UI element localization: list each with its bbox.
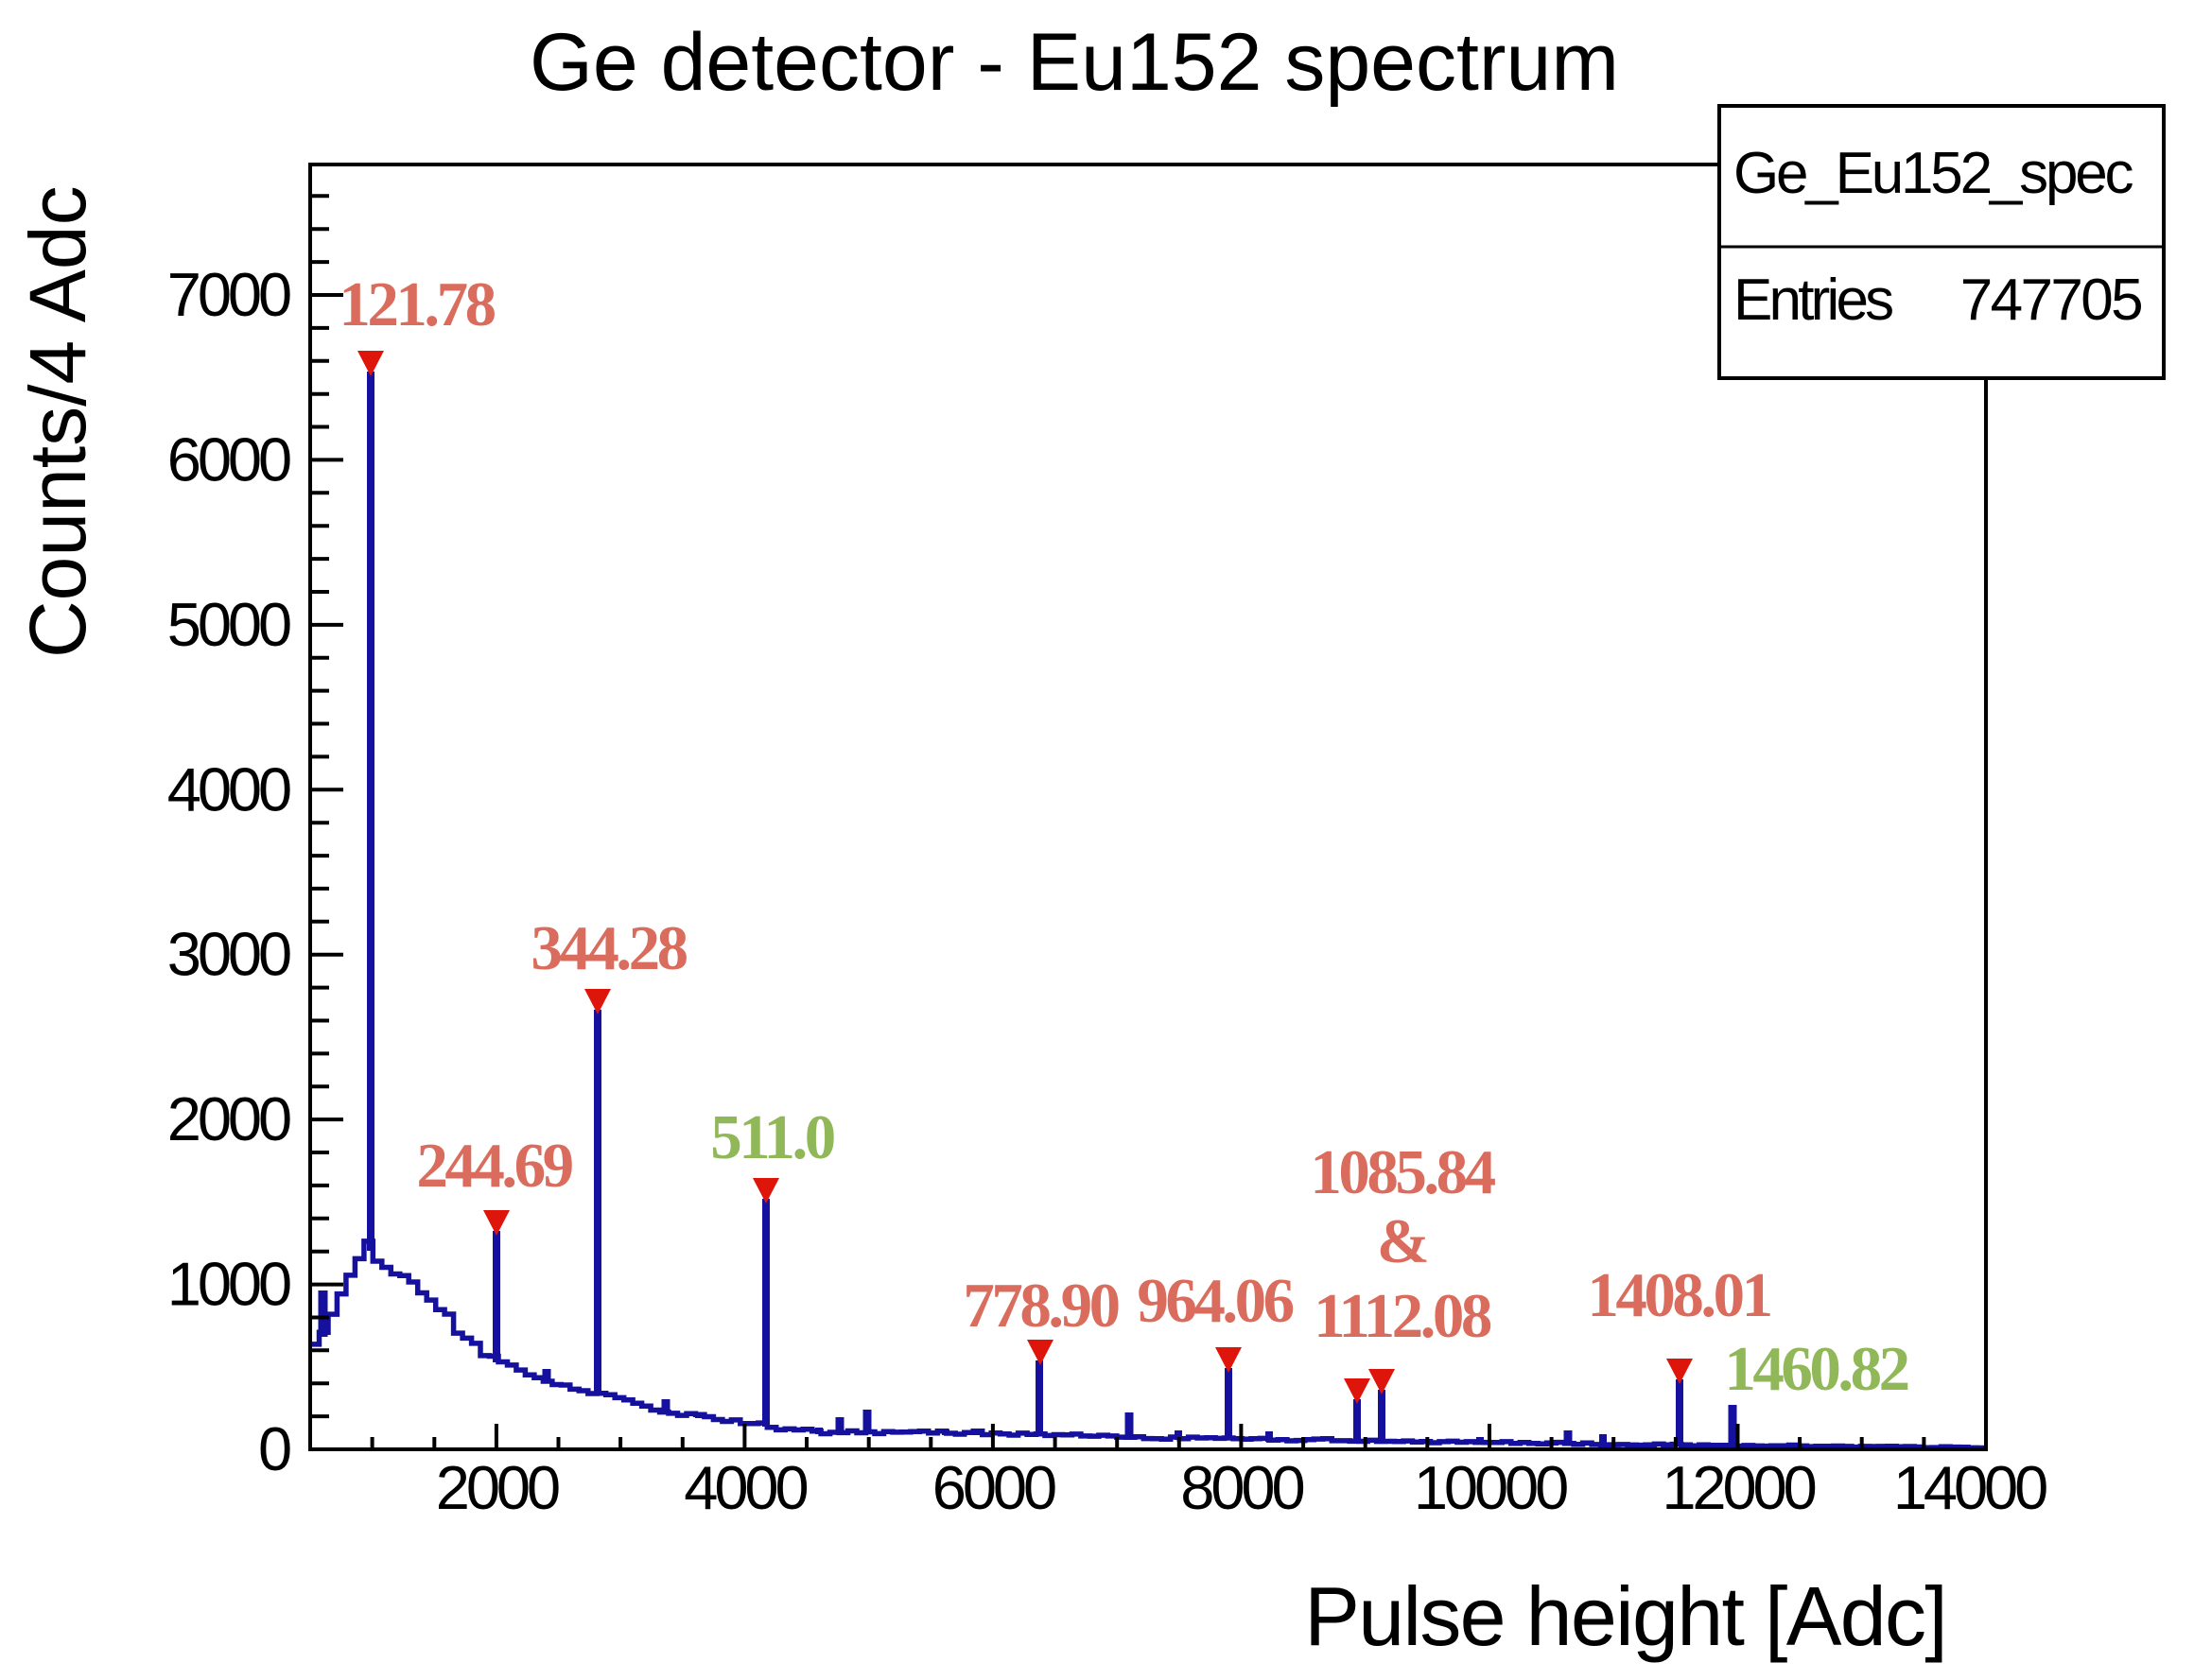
svg-text:0: 0: [258, 1414, 290, 1483]
svg-text:1460.82: 1460.82: [1724, 1334, 1907, 1404]
svg-text:Entries: Entries: [1733, 268, 1892, 333]
svg-text:10000: 10000: [1414, 1453, 1567, 1522]
svg-text:Counts/4 Adc: Counts/4 Adc: [13, 185, 102, 658]
svg-text:1408.01: 1408.01: [1587, 1260, 1770, 1330]
svg-text:Ge detector - Eu152 spectrum: Ge detector - Eu152 spectrum: [530, 17, 1619, 108]
svg-text:5000: 5000: [167, 590, 290, 659]
svg-text:4000: 4000: [167, 754, 290, 823]
svg-text:511.0: 511.0: [710, 1102, 834, 1172]
svg-text:2000: 2000: [167, 1084, 290, 1153]
svg-text:778.90: 778.90: [963, 1271, 1118, 1341]
svg-text:1000: 1000: [167, 1250, 290, 1319]
svg-text:747705: 747705: [1960, 268, 2141, 333]
svg-text:Pulse height [Adc]: Pulse height [Adc]: [1304, 1569, 1946, 1663]
svg-text:6000: 6000: [932, 1453, 1055, 1522]
svg-text:14000: 14000: [1893, 1453, 2046, 1522]
svg-text:344.28: 344.28: [531, 913, 687, 983]
svg-text:Ge_Eu152_spec: Ge_Eu152_spec: [1733, 141, 2133, 206]
svg-text:4000: 4000: [684, 1453, 807, 1522]
svg-text:&: &: [1377, 1206, 1427, 1276]
svg-text:244.69: 244.69: [416, 1131, 572, 1201]
svg-text:964.06: 964.06: [1137, 1266, 1293, 1336]
svg-text:7000: 7000: [167, 260, 290, 329]
svg-text:1085.84: 1085.84: [1310, 1137, 1495, 1207]
svg-text:12000: 12000: [1662, 1453, 1815, 1522]
svg-text:6000: 6000: [167, 424, 290, 494]
svg-text:2000: 2000: [436, 1453, 559, 1522]
svg-text:3000: 3000: [167, 920, 290, 989]
svg-text:8000: 8000: [1180, 1453, 1303, 1522]
svg-text:1112.08: 1112.08: [1314, 1281, 1491, 1351]
svg-text:121.78: 121.78: [339, 269, 495, 339]
